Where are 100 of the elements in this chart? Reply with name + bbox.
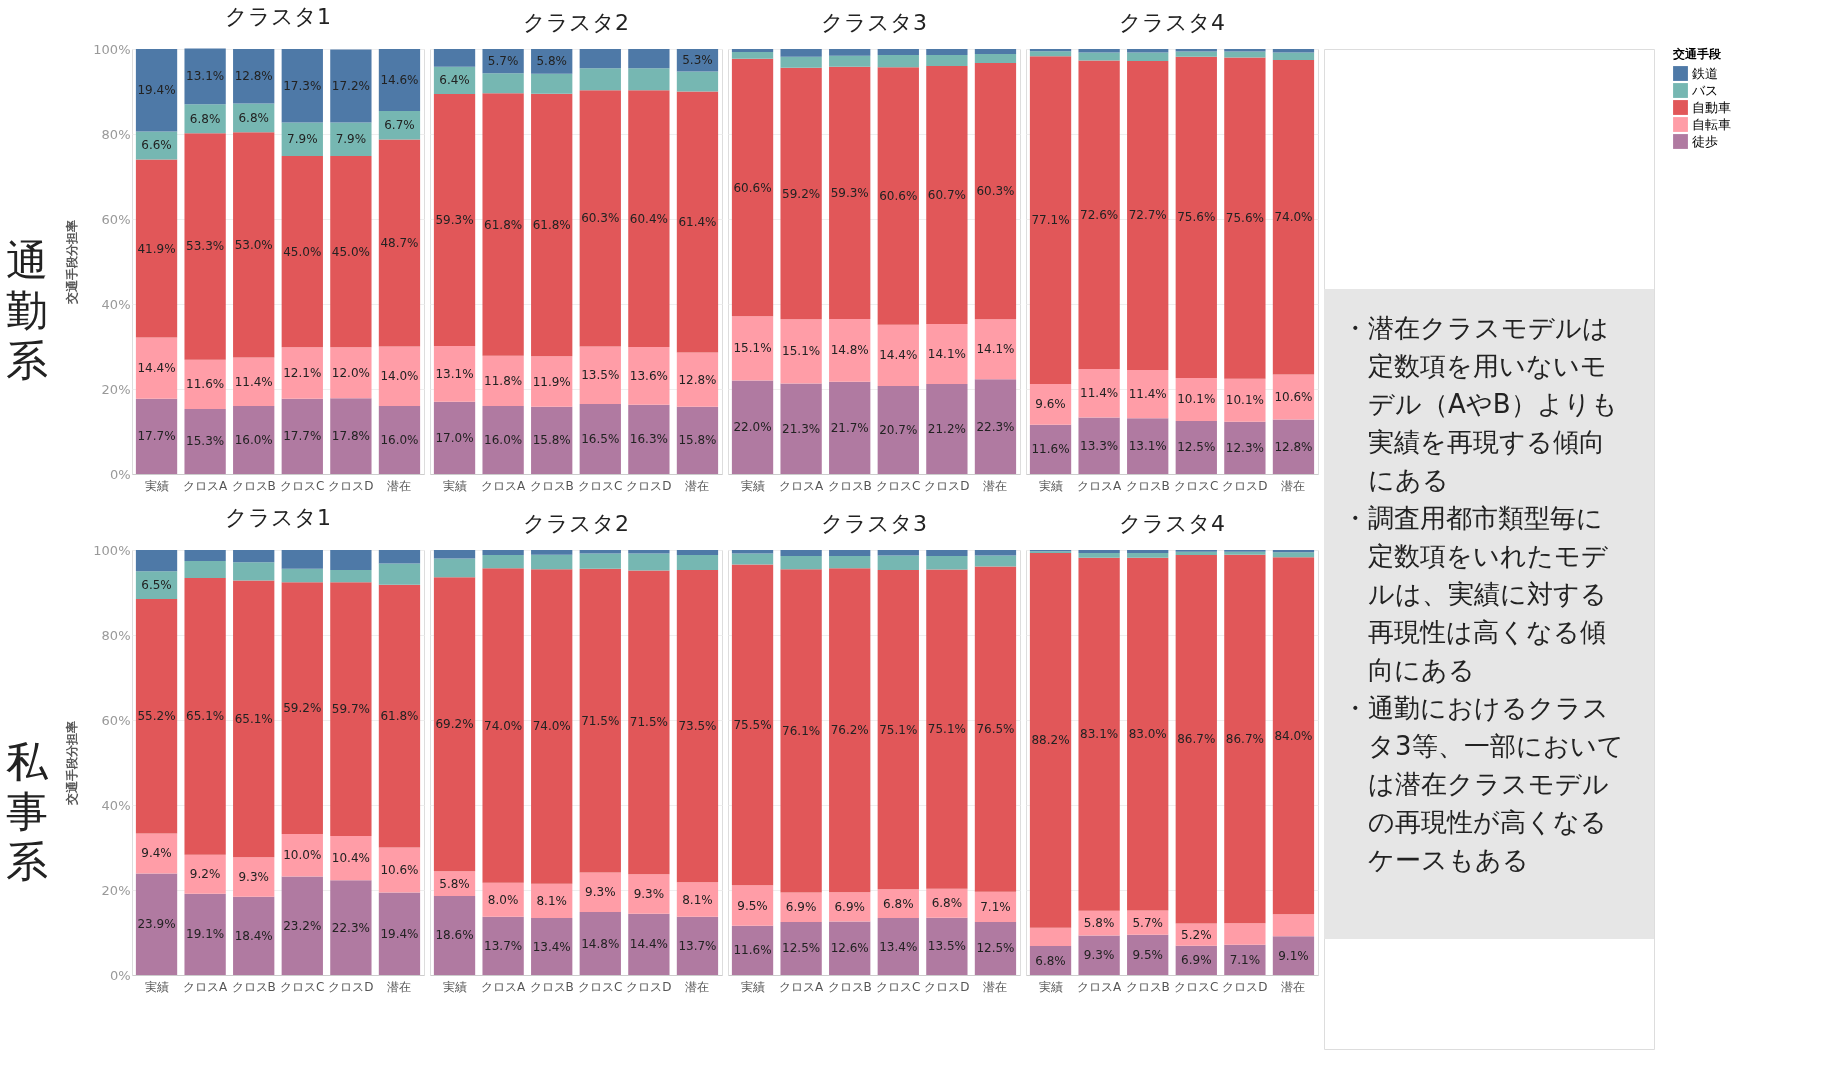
data-label: 8.0% <box>487 892 519 907</box>
data-label: 11.6% <box>1031 442 1070 457</box>
data-label: 10.6% <box>1274 390 1313 405</box>
bar <box>731 58 774 317</box>
data-label: 77.1% <box>1031 213 1070 228</box>
bar <box>1224 57 1266 379</box>
bar <box>233 857 275 897</box>
bar <box>330 398 372 474</box>
data-label: 19.1% <box>186 927 225 942</box>
data-label: 6.8% <box>931 896 963 911</box>
data-label: 13.1% <box>1128 439 1167 454</box>
data-label: 13.1% <box>186 69 225 84</box>
data-label: 10.6% <box>380 863 419 878</box>
bar <box>135 337 178 399</box>
bar <box>1127 369 1169 419</box>
data-label: 6.5% <box>141 578 172 593</box>
data-label: 11.4% <box>1128 387 1167 402</box>
y-tick-label: 100% <box>93 542 131 558</box>
x-tick-label: クロスC <box>578 979 623 994</box>
bar <box>829 555 871 569</box>
data-label: 16.5% <box>581 431 620 446</box>
bar <box>184 550 226 562</box>
bar <box>330 880 372 975</box>
bar <box>1224 49 1266 52</box>
data-label: 22.3% <box>976 419 1015 434</box>
bar <box>829 49 871 56</box>
data-label: 65.1% <box>186 709 225 724</box>
data-label: 14.8% <box>581 936 620 951</box>
data-label: 88.2% <box>1031 733 1070 748</box>
data-label: 14.4% <box>629 937 668 952</box>
bar <box>579 912 621 975</box>
data-label: 60.3% <box>581 211 620 226</box>
x-tick-label: クロスA <box>481 979 527 994</box>
data-label: 13.7% <box>484 938 523 953</box>
x-tick-label: 潜在 <box>685 478 710 493</box>
chart-title: クラスタ2 <box>523 511 629 536</box>
data-label: 7.9% <box>335 132 367 147</box>
data-label: 41.9% <box>137 241 176 256</box>
bar <box>676 91 719 353</box>
bar <box>184 48 226 105</box>
x-tick-label: クロスA <box>1077 478 1123 493</box>
bar <box>281 876 323 975</box>
y-tick-label: 0% <box>109 967 131 983</box>
bar <box>780 67 822 320</box>
x-tick-label: クロスD <box>1222 478 1268 493</box>
bar <box>1029 552 1072 928</box>
data-label: 72.6% <box>1080 207 1119 222</box>
data-label: 9.3% <box>585 885 616 900</box>
bar <box>433 895 476 975</box>
bar <box>184 133 226 360</box>
data-label: 9.3% <box>633 887 665 902</box>
x-tick-label: クロスC <box>280 478 325 493</box>
bar <box>184 408 226 474</box>
data-label: 12.8% <box>234 69 273 84</box>
y-axis-title: 交通手段分担率 <box>65 721 80 806</box>
bar <box>378 406 421 474</box>
bar <box>482 555 524 569</box>
data-label: 12.5% <box>1177 440 1216 455</box>
data-label: 9.2% <box>189 867 221 882</box>
data-label: 13.3% <box>1080 438 1119 453</box>
data-label: 76.2% <box>830 723 869 738</box>
bar <box>233 896 275 975</box>
y-tick-label: 80% <box>101 126 131 142</box>
data-label: 22.3% <box>331 920 370 935</box>
bar <box>579 49 621 69</box>
data-label: 60.4% <box>629 211 668 226</box>
data-label: 12.5% <box>782 941 821 956</box>
bar <box>482 355 524 406</box>
bar <box>579 346 621 404</box>
bar <box>926 49 968 55</box>
data-label: 6.4% <box>439 73 470 88</box>
bar <box>135 159 178 338</box>
x-tick-label: クロスB <box>529 979 574 994</box>
data-label: 13.4% <box>532 939 571 954</box>
data-label: 5.8% <box>1083 916 1115 931</box>
bar <box>1224 944 1266 975</box>
legend-label: 自動車 <box>1692 99 1731 115</box>
bar <box>135 873 178 975</box>
data-label: 14.0% <box>380 369 419 384</box>
data-label: 11.6% <box>186 377 225 392</box>
data-label: 12.6% <box>830 941 869 956</box>
data-label: 75.5% <box>733 717 772 732</box>
bar <box>378 550 421 564</box>
bar <box>877 49 919 55</box>
x-tick-label: クロスA <box>779 979 825 994</box>
bar <box>676 882 719 917</box>
data-label: 12.5% <box>976 941 1015 956</box>
bar <box>1272 936 1315 975</box>
x-tick-label: クロスB <box>1125 478 1170 493</box>
bar <box>829 318 871 382</box>
bar <box>135 833 178 874</box>
bar <box>531 356 573 407</box>
y-tick-label: 100% <box>93 41 131 57</box>
bar <box>676 550 719 556</box>
bar <box>330 122 372 157</box>
bar <box>433 550 476 559</box>
data-label: 16.0% <box>380 433 419 447</box>
bar <box>1029 56 1072 384</box>
bar <box>926 917 968 975</box>
data-label: 8.1% <box>682 892 713 907</box>
